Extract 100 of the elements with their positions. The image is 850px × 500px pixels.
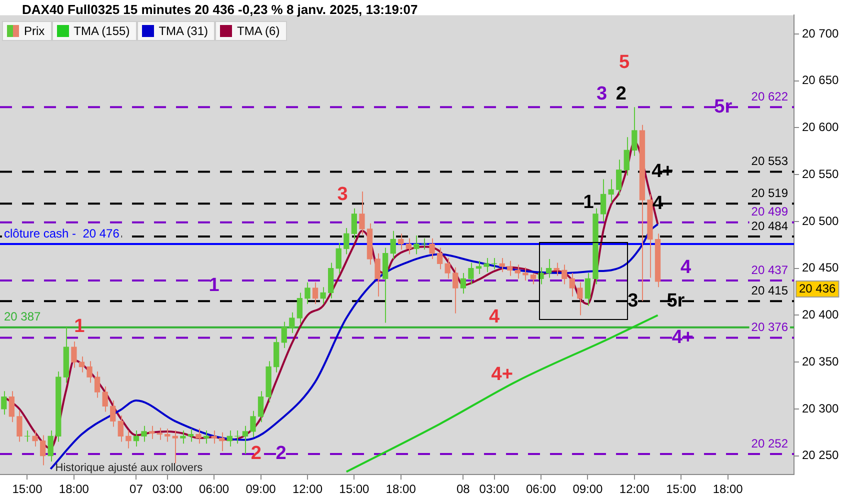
candlestick <box>406 238 412 255</box>
x-tick-label: 09:00 <box>246 482 276 496</box>
candlestick <box>436 247 443 270</box>
candlestick <box>514 264 520 280</box>
ref-line-label: 20 499 <box>751 204 788 219</box>
candlestick <box>133 430 140 447</box>
ref-line-label: 20 252 <box>751 436 788 450</box>
candlestick <box>592 208 598 285</box>
y-tick-label: 20 350 <box>802 354 840 368</box>
candlestick <box>616 159 622 196</box>
candlestick <box>421 238 428 250</box>
y-tick-label: 20 700 <box>802 26 840 40</box>
candlestick <box>624 136 630 176</box>
x-tick-label: 15:00 <box>12 482 43 496</box>
candlestick <box>304 282 310 304</box>
candlestick <box>48 430 54 462</box>
candlestick <box>328 262 334 299</box>
candlestick <box>569 272 575 297</box>
annotation: 4 <box>489 306 500 328</box>
candlestick <box>382 247 388 324</box>
candlestick <box>476 260 482 274</box>
candlestick <box>351 208 358 240</box>
ref-line-label: 20 622 <box>751 89 788 104</box>
candlestick <box>118 415 124 442</box>
ref-line-label: 20 519 <box>751 186 788 200</box>
ref-line-label: 20 415 <box>751 283 788 298</box>
candlestick <box>577 282 583 316</box>
candlestick <box>32 430 38 447</box>
candlestick <box>608 178 614 204</box>
legend-label: TMA (31) <box>158 24 208 38</box>
candlestick <box>429 238 435 260</box>
ref-line-label: 20 387 <box>4 310 42 324</box>
candlestick <box>452 266 458 314</box>
y-tick-label: 20 500 <box>802 214 840 228</box>
ref-line-label: 20 553 <box>751 154 788 168</box>
candlestick <box>242 425 248 454</box>
x-tick-label: 08 <box>456 482 470 496</box>
ref-line-label: 20 376 <box>751 320 788 334</box>
candlestick <box>148 425 155 440</box>
candlestick <box>444 258 450 280</box>
candlestick <box>156 427 162 440</box>
legend-label: TMA (155) <box>74 24 130 38</box>
candlestick <box>654 233 661 288</box>
x-tick-label: 03:00 <box>479 482 510 496</box>
candlestick <box>203 430 210 444</box>
candlestick <box>1 390 7 416</box>
candlestick <box>266 360 272 403</box>
candlestick <box>219 432 225 452</box>
candlestick <box>274 336 280 373</box>
annotation: Historique ajusté aux rollovers <box>55 462 204 474</box>
candlestick <box>530 272 536 285</box>
candlestick <box>390 230 396 260</box>
x-tick-label: 18:00 <box>58 482 90 496</box>
candlestick <box>296 292 303 324</box>
annotation: 5r <box>714 96 733 118</box>
x-tick-label: 12:00 <box>292 482 323 496</box>
candlestick <box>71 340 77 368</box>
candlestick <box>110 400 116 428</box>
candlestick <box>522 266 528 282</box>
candlestick <box>507 260 513 276</box>
candlestick <box>460 272 466 294</box>
y-tick-label: 20 250 <box>802 448 840 462</box>
x-tick-label: 06:00 <box>526 482 556 496</box>
candlestick <box>56 370 62 442</box>
annotation: 3 <box>628 290 638 312</box>
candlestick <box>180 430 186 444</box>
candlestick <box>94 370 100 398</box>
candlestick <box>312 282 318 304</box>
candlestick <box>258 390 264 423</box>
annotation: 3 <box>337 184 348 206</box>
x-tick-label: 15:00 <box>666 482 696 496</box>
candlestick <box>86 360 92 384</box>
candlestick <box>546 258 552 278</box>
x-tick-label: 07 <box>130 482 144 496</box>
x-tick-label: 18:00 <box>386 482 416 496</box>
y-tick-label: 20 300 <box>802 401 840 416</box>
candlestick <box>250 410 256 438</box>
annotation: 2 <box>616 83 626 104</box>
candlestick <box>226 430 232 447</box>
x-tick-label: 09:00 <box>572 482 604 496</box>
y-tick-label: 20 600 <box>802 120 840 134</box>
candlestick <box>484 258 490 273</box>
candlestick <box>78 356 85 373</box>
ref-line-label: 20 484 <box>751 218 788 233</box>
candlestick <box>366 222 373 266</box>
ref-line-label: 20 437 <box>751 262 788 277</box>
candlestick <box>647 194 653 278</box>
candlestick <box>289 312 295 334</box>
candlestick <box>584 272 591 306</box>
text: 20 436 <box>799 281 836 296</box>
annotation: 2 <box>276 443 286 464</box>
candlestick <box>499 258 505 273</box>
candlestick <box>359 190 365 236</box>
candlestick <box>281 321 287 349</box>
candlestick <box>414 235 420 255</box>
candlestick <box>16 410 22 442</box>
candlestick <box>141 425 147 442</box>
candlestick <box>102 386 108 412</box>
y-tick-label: 20 650 <box>802 73 840 88</box>
x-tick-label: 03:00 <box>152 482 183 496</box>
